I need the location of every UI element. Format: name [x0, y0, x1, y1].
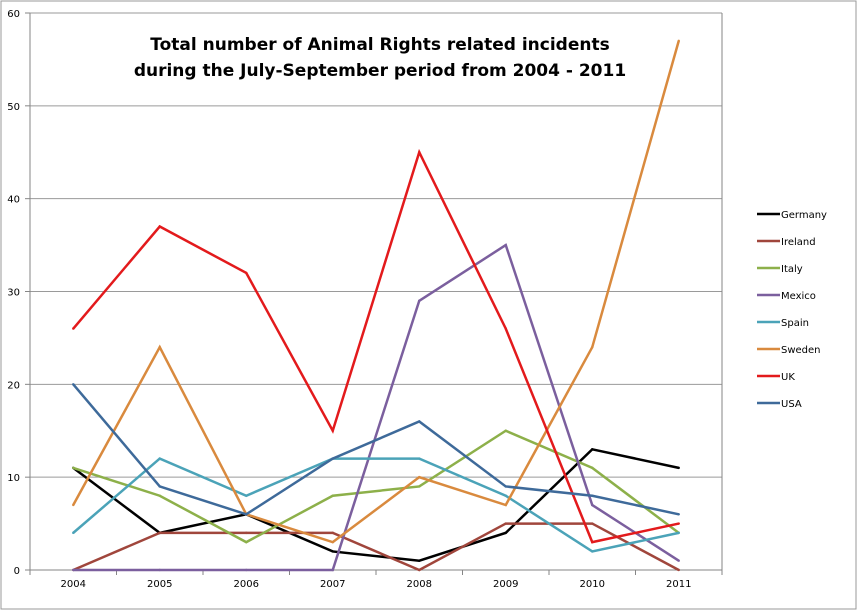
data-point-spain [677, 531, 680, 535]
data-point-sweden [504, 503, 507, 507]
data-point-uk [331, 429, 334, 432]
data-point-uk [677, 522, 680, 525]
data-point-spain [591, 550, 594, 553]
data-point-sweden [331, 540, 334, 544]
data-point-sweden [418, 475, 421, 479]
data-point-mexico [504, 243, 507, 247]
y-tick-label: 30 [7, 288, 20, 299]
data-point-uk [245, 271, 248, 275]
x-tick-label: 2005 [147, 579, 172, 590]
data-point-mexico [158, 568, 161, 572]
data-point-ireland [677, 568, 680, 572]
x-tick-label: 2006 [234, 579, 259, 590]
series-line-spain [72, 457, 680, 553]
y-tick-label: 0 [14, 566, 20, 577]
data-point-ireland [591, 522, 594, 525]
series-line-usa [72, 383, 680, 516]
data-point-usa [245, 513, 248, 516]
data-point-uk [72, 327, 75, 330]
data-point-usa [331, 457, 334, 460]
series-line-sweden [72, 40, 680, 544]
data-point-uk [591, 540, 594, 544]
x-tick-label: 2010 [580, 579, 605, 590]
data-point-sweden [677, 39, 680, 43]
data-point-mexico [677, 559, 680, 562]
data-point-usa [591, 494, 594, 497]
legend-label: Italy [781, 264, 803, 275]
data-point-spain [245, 494, 248, 497]
data-point-uk [504, 327, 507, 330]
data-point-usa [504, 485, 507, 488]
data-point-italy [331, 494, 334, 497]
data-point-uk [158, 225, 161, 228]
data-point-italy [418, 485, 421, 488]
data-point-germany [418, 559, 421, 562]
data-point-ireland [158, 531, 161, 535]
data-point-ireland [418, 568, 421, 572]
chart-title-line-1: Total number of Animal Rights related in… [150, 35, 610, 55]
data-point-mexico [418, 299, 421, 302]
data-point-usa [158, 485, 161, 488]
data-point-uk [418, 151, 421, 154]
x-tick-label: 2004 [61, 579, 86, 590]
data-point-ireland [331, 531, 334, 535]
y-tick-label: 40 [7, 195, 20, 206]
data-point-mexico [331, 568, 334, 572]
data-point-germany [591, 448, 594, 451]
data-point-germany [504, 531, 507, 535]
data-point-usa [677, 513, 680, 516]
data-point-germany [331, 550, 334, 553]
data-point-mexico [245, 568, 248, 572]
series-line-uk [72, 148, 680, 544]
legend-label: UK [781, 372, 795, 383]
legend-label: Ireland [781, 237, 816, 248]
x-tick-label: 2009 [493, 579, 518, 590]
data-point-sweden [591, 346, 594, 349]
data-point-mexico [72, 568, 75, 572]
chart-title: Total number of Animal Rights related in… [120, 32, 640, 84]
data-point-spain [504, 494, 507, 497]
series-line-mexico [73, 243, 680, 572]
y-tick-label: 10 [7, 473, 20, 484]
data-point-sweden [72, 503, 75, 507]
data-point-germany [677, 466, 680, 470]
legend-label: Mexico [781, 291, 816, 302]
x-tick-label: 2011 [666, 579, 691, 590]
legend-label: Germany [781, 210, 827, 221]
data-point-sweden [158, 346, 161, 349]
data-point-spain [158, 457, 161, 460]
data-point-ireland [245, 531, 248, 535]
y-tick-label: 50 [7, 102, 20, 113]
data-point-italy [72, 466, 75, 470]
legend-label: Spain [781, 318, 809, 329]
data-point-italy [591, 466, 594, 470]
series-line-ireland [72, 522, 680, 572]
data-point-usa [72, 383, 75, 386]
data-point-ireland [504, 522, 507, 525]
data-point-spain [418, 457, 421, 460]
y-tick-label: 20 [7, 380, 20, 391]
x-tick-label: 2007 [320, 579, 345, 590]
legend-label: Sweden [781, 345, 821, 356]
data-point-italy [504, 429, 507, 432]
x-tick-label: 2008 [407, 579, 432, 590]
data-point-italy [158, 494, 161, 497]
data-point-mexico [591, 503, 594, 507]
data-point-usa [418, 420, 421, 423]
chart-title-line-2: during the July-September period from 20… [133, 61, 627, 81]
legend-label: USA [781, 399, 802, 410]
y-tick-label: 60 [7, 9, 20, 20]
data-point-spain [72, 531, 75, 535]
data-point-italy [245, 540, 248, 544]
